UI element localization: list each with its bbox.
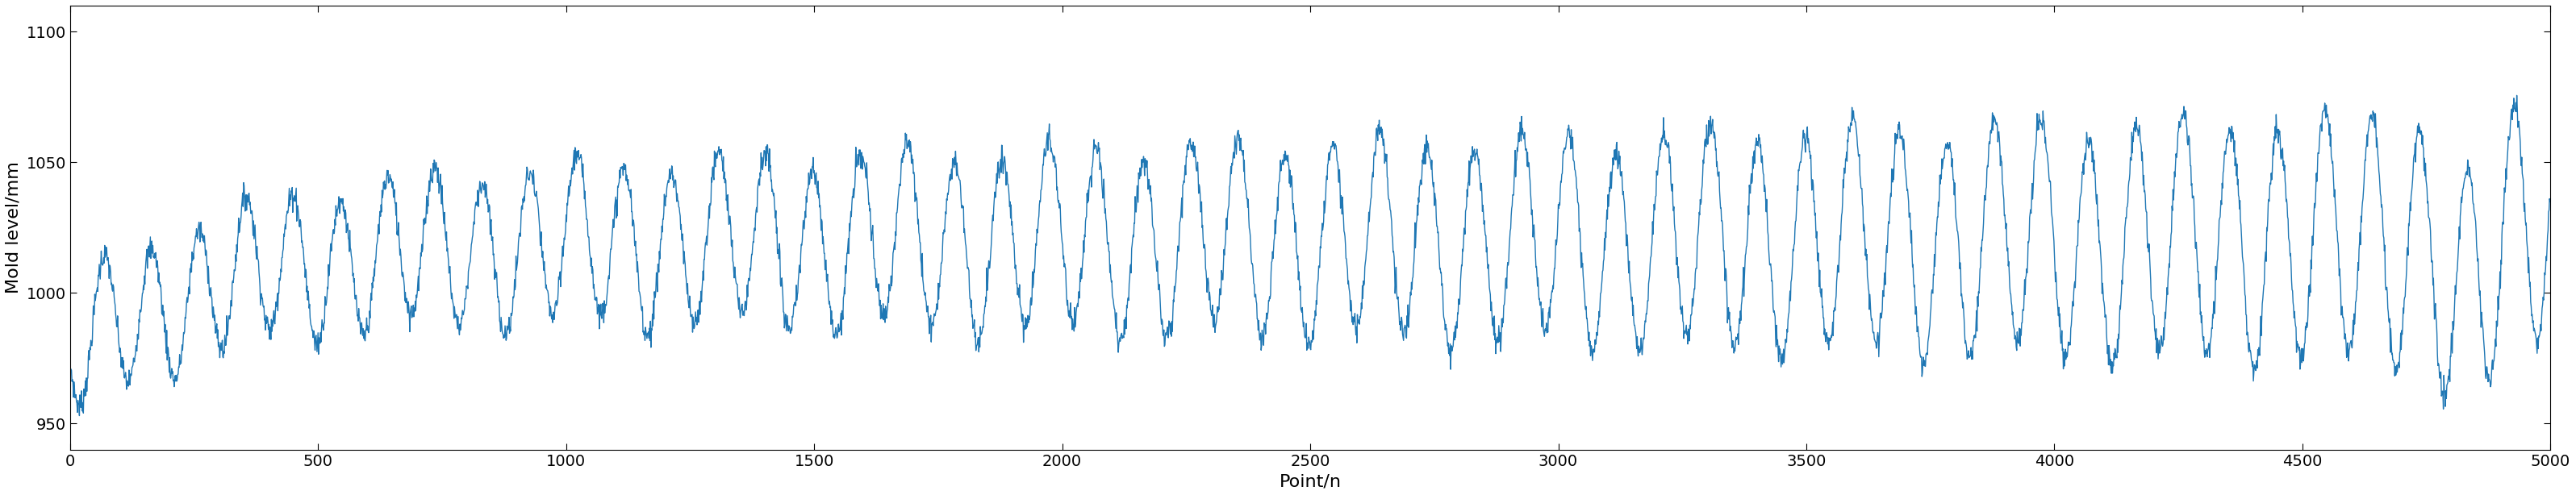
Y-axis label: Mold level/mm: Mold level/mm	[5, 161, 21, 294]
X-axis label: Point/n: Point/n	[1280, 473, 1342, 490]
